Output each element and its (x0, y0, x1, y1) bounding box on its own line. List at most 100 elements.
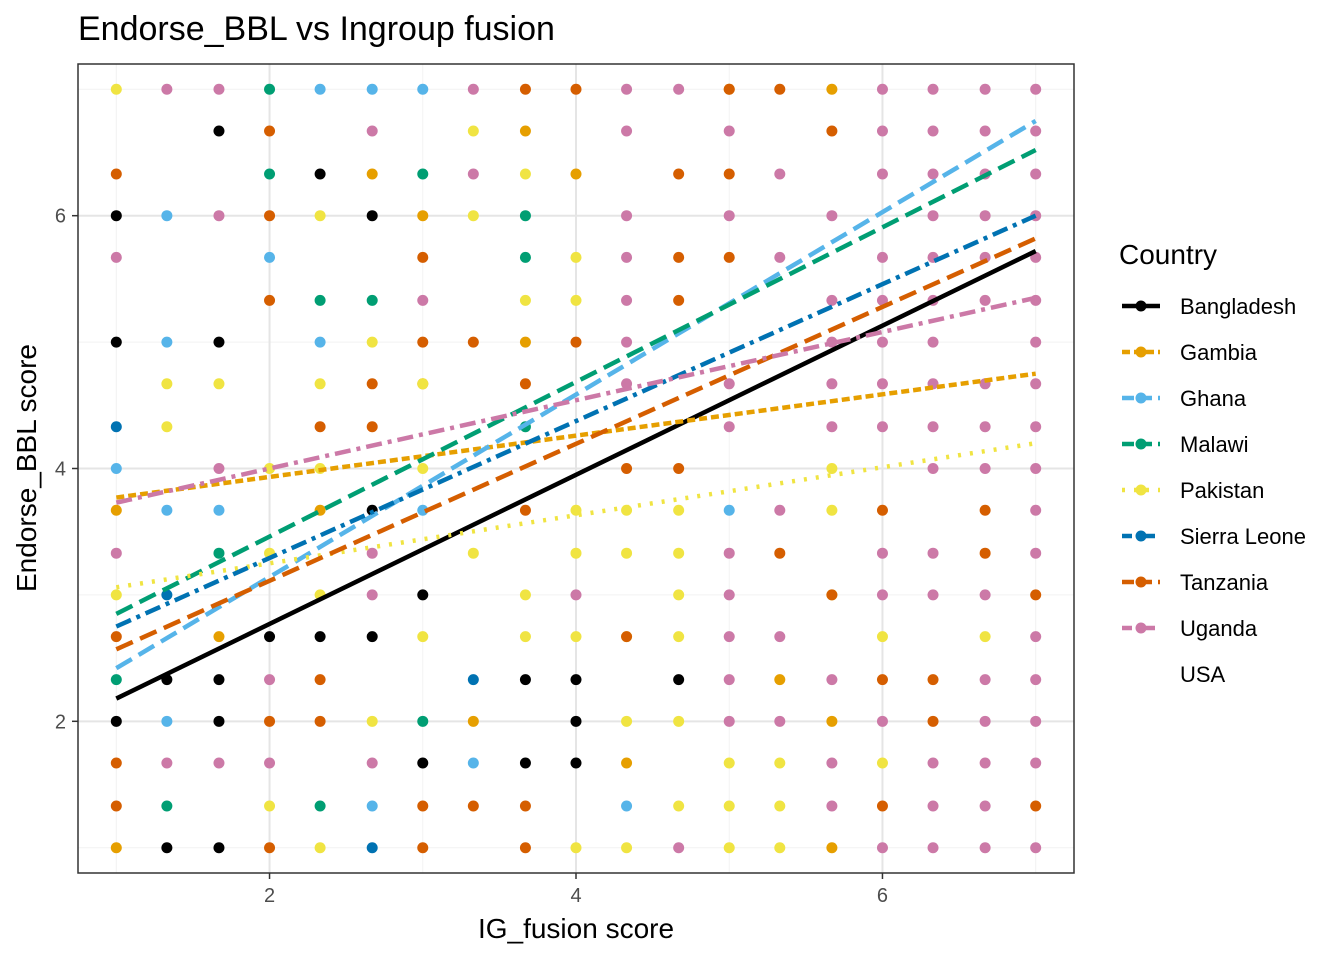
data-point (417, 800, 429, 812)
data-point (927, 674, 939, 686)
legend-key-point (1135, 622, 1147, 634)
data-point (826, 757, 838, 769)
data-point (927, 421, 939, 433)
data-point (876, 378, 888, 390)
data-point (110, 757, 122, 769)
data-points (110, 83, 1042, 854)
data-point (979, 547, 991, 559)
data-point (673, 589, 685, 601)
data-point (673, 800, 685, 812)
data-point (1030, 336, 1042, 348)
data-point (876, 757, 888, 769)
data-point (366, 336, 378, 348)
data-point (826, 83, 838, 95)
data-point (366, 589, 378, 601)
data-point (519, 125, 531, 137)
data-point (774, 674, 786, 686)
data-point (366, 715, 378, 727)
data-point (519, 589, 531, 601)
data-point (264, 842, 276, 854)
data-point (417, 842, 429, 854)
data-point (979, 715, 991, 727)
data-point (621, 210, 633, 222)
data-point (213, 504, 225, 516)
data-point (774, 83, 786, 95)
data-point (110, 589, 122, 601)
data-point (673, 83, 685, 95)
data-point (314, 800, 326, 812)
data-point (979, 463, 991, 474)
data-point (673, 842, 685, 854)
axis-ticks: 2 4 6 2 4 6 (55, 206, 888, 907)
data-point (979, 125, 991, 137)
data-point (927, 842, 939, 854)
data-point (826, 336, 838, 348)
data-point (519, 378, 531, 390)
data-point (621, 757, 633, 769)
data-point (570, 83, 582, 95)
data-point (774, 757, 786, 769)
data-point (979, 83, 991, 95)
data-point (366, 83, 378, 95)
data-point (979, 757, 991, 769)
x-tick-label: 4 (570, 885, 581, 907)
data-point (979, 504, 991, 516)
data-point (110, 674, 122, 686)
fit-line (115, 213, 1037, 629)
data-point (1030, 378, 1042, 390)
data-point (1030, 504, 1042, 516)
data-point (723, 800, 735, 812)
y-axis-title: Endorse_BBL score (11, 344, 42, 592)
data-point (417, 294, 429, 306)
data-point (927, 125, 939, 137)
data-point (110, 842, 122, 854)
data-point (1030, 800, 1042, 812)
data-point (876, 715, 888, 727)
data-point (673, 251, 685, 263)
data-point (979, 674, 991, 686)
data-point (673, 168, 685, 180)
data-point (876, 674, 888, 686)
data-point (1030, 83, 1042, 95)
data-point (110, 421, 122, 433)
data-point (366, 800, 378, 812)
legend-key-point (1135, 300, 1147, 312)
data-point (774, 504, 786, 516)
data-point (570, 294, 582, 306)
data-point (927, 547, 939, 559)
data-point (314, 842, 326, 854)
data-point (519, 210, 531, 222)
legend-key-point (1135, 392, 1147, 404)
data-point (264, 294, 276, 306)
data-point (826, 125, 838, 137)
plot-area (77, 63, 1075, 874)
legend-label: Malawi (1180, 432, 1248, 457)
data-point (519, 631, 531, 643)
data-point (570, 674, 582, 686)
data-point (213, 715, 225, 727)
data-point (519, 251, 531, 263)
data-point (826, 674, 838, 686)
data-point (927, 336, 939, 348)
data-point (723, 83, 735, 95)
legend-key-point (1135, 438, 1147, 450)
data-point (314, 210, 326, 222)
data-point (826, 294, 838, 306)
legend-key-point (1135, 576, 1147, 588)
data-point (213, 631, 225, 643)
data-point (570, 251, 582, 263)
data-point (774, 547, 786, 559)
data-point (264, 800, 276, 812)
data-point (723, 125, 735, 137)
data-point (417, 251, 429, 263)
data-point (213, 547, 225, 559)
data-point (110, 251, 122, 263)
data-point (161, 757, 173, 769)
data-point (621, 294, 633, 306)
data-point (161, 421, 173, 433)
data-point (723, 210, 735, 222)
data-point (161, 800, 173, 812)
data-point (213, 757, 225, 769)
legend-label: Sierra Leone (1180, 524, 1306, 549)
data-point (417, 631, 429, 643)
